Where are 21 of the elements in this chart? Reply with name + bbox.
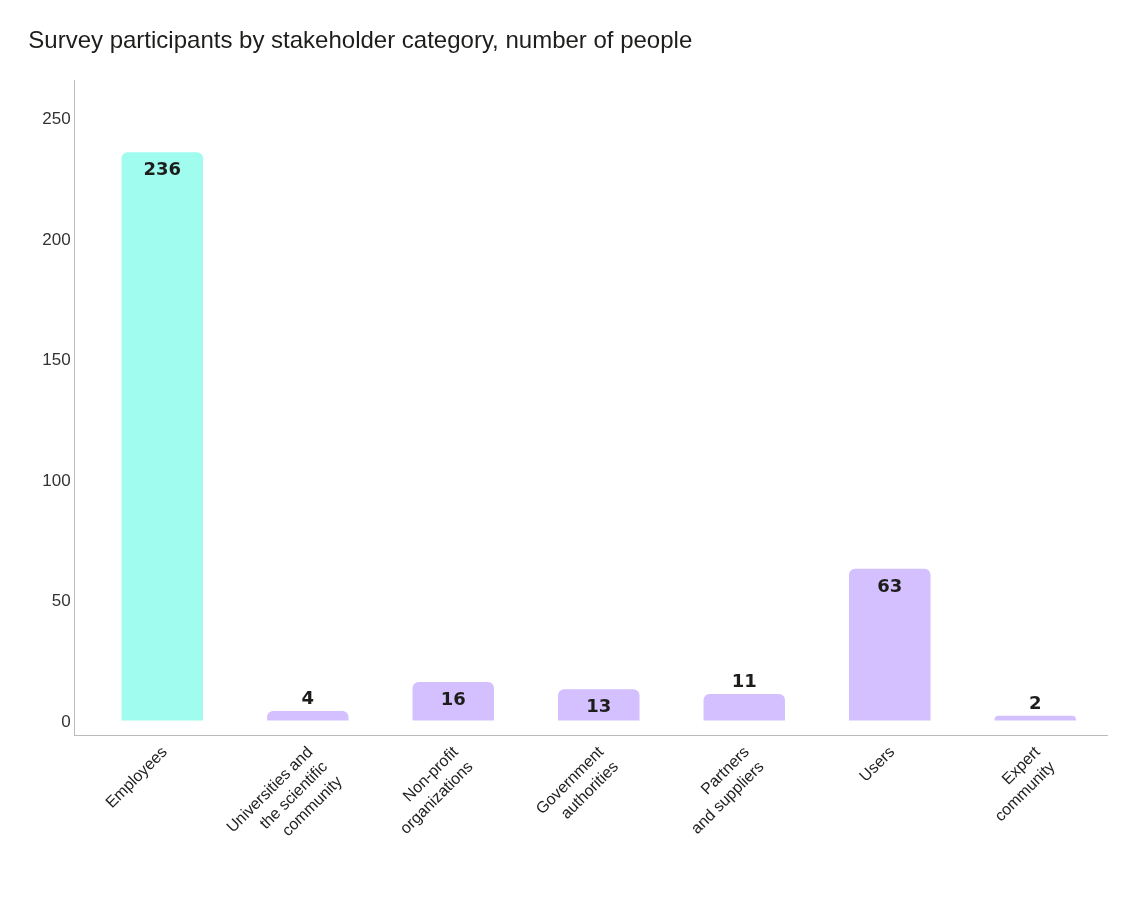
- y-tick-label: 50: [51, 591, 71, 611]
- bar: [558, 689, 640, 721]
- y-tick-label: 0: [61, 711, 71, 731]
- data-label: 236: [143, 158, 182, 180]
- bar: [412, 682, 495, 721]
- y-tick-label: 100: [42, 470, 71, 490]
- data-label: 63: [877, 574, 903, 596]
- bar: [121, 152, 204, 721]
- chart-title: Survey participants by stakeholder category, number of people: [28, 26, 693, 54]
- bar: [849, 568, 931, 721]
- y-tick-label: 200: [42, 229, 71, 249]
- y-tick-label: 150: [42, 350, 71, 370]
- data-label: 4: [301, 686, 315, 708]
- bar: [994, 715, 1076, 721]
- data-label: 16: [440, 688, 466, 710]
- data-label: 13: [586, 695, 612, 717]
- data-label: 11: [731, 670, 757, 692]
- data-label: 2: [1028, 691, 1042, 713]
- bar: [703, 694, 786, 721]
- bar: [267, 710, 349, 721]
- y-tick-label: 250: [42, 109, 71, 129]
